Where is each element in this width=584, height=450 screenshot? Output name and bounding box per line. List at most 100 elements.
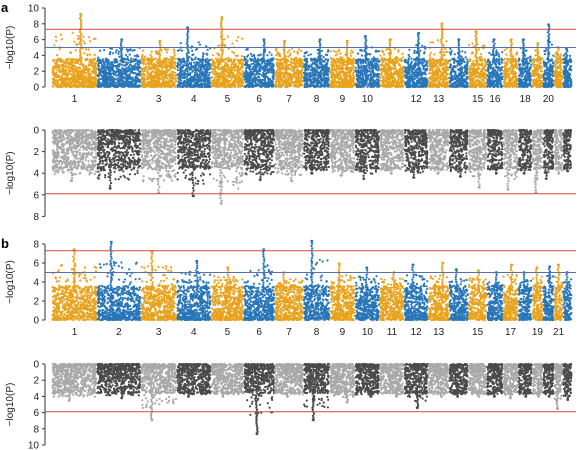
snp-point	[287, 65, 289, 67]
snp-point	[94, 54, 96, 56]
snp-point	[58, 79, 60, 81]
snp-point	[247, 71, 249, 73]
snp-point	[132, 50, 134, 52]
snp-point	[246, 64, 248, 66]
snp-point	[172, 71, 174, 73]
snp-point	[177, 66, 179, 68]
snp-point	[293, 70, 295, 72]
chromosome-5-points	[211, 16, 245, 88]
snp-point	[61, 74, 63, 76]
snp-point	[57, 65, 59, 67]
snp-point	[314, 63, 316, 65]
chromosome-6-points	[243, 38, 275, 88]
snp-point	[121, 79, 123, 81]
snp-point	[177, 69, 179, 71]
snp-point	[187, 49, 189, 51]
snp-point	[115, 51, 117, 53]
snp-point	[92, 76, 94, 78]
snp-point	[283, 48, 285, 50]
snp-point	[339, 62, 341, 64]
snp-point	[321, 80, 323, 82]
snp-point	[199, 70, 201, 72]
snp-point	[115, 75, 117, 77]
snp-point	[220, 55, 222, 57]
snp-point	[121, 59, 123, 61]
snp-point	[352, 75, 354, 77]
peak-snp-point	[283, 40, 286, 43]
snp-point	[143, 62, 145, 64]
snp-point	[159, 73, 161, 75]
chromosome-10-points	[355, 35, 381, 88]
snp-point	[207, 77, 209, 79]
snp-point	[74, 86, 76, 88]
chromosome-4-points	[176, 26, 211, 88]
snp-point	[193, 62, 195, 64]
snp-point	[79, 53, 81, 55]
snp-point	[117, 68, 119, 70]
snp-point	[313, 67, 315, 69]
snp-point	[231, 62, 233, 64]
snp-point	[129, 54, 131, 56]
snp-point	[125, 61, 127, 63]
snp-point	[288, 72, 290, 74]
snp-point	[311, 75, 313, 77]
snp-point	[79, 17, 81, 19]
snp-point	[259, 66, 261, 68]
snp-point	[60, 61, 62, 63]
snp-point	[307, 79, 309, 81]
snp-point	[149, 83, 151, 85]
snp-point	[87, 77, 89, 79]
snp-point	[265, 81, 267, 83]
snp-point	[149, 74, 151, 76]
snp-point	[269, 81, 271, 83]
snp-point	[304, 73, 306, 75]
snp-point	[296, 60, 298, 62]
snp-point	[200, 66, 202, 68]
snp-point	[144, 82, 146, 84]
snp-point	[154, 68, 156, 70]
snp-point	[345, 65, 347, 67]
snp-point	[222, 82, 224, 84]
snp-point	[82, 66, 84, 68]
snp-point	[233, 65, 235, 67]
snp-point	[171, 64, 173, 66]
snp-point	[89, 68, 91, 70]
snp-point	[240, 85, 242, 87]
snp-point	[106, 65, 108, 67]
snp-point	[172, 48, 174, 50]
snp-point	[73, 41, 75, 43]
snp-point	[178, 80, 180, 82]
snp-point	[251, 55, 253, 57]
snp-point	[236, 82, 238, 84]
snp-point	[325, 68, 327, 70]
snp-point	[91, 71, 93, 73]
snp-point	[226, 86, 228, 88]
snp-point	[191, 66, 193, 68]
snp-point	[327, 51, 329, 53]
snp-point	[326, 84, 328, 86]
snp-point	[159, 59, 161, 61]
snp-point	[283, 50, 285, 52]
snp-point	[270, 65, 272, 67]
snp-point	[221, 59, 223, 61]
snp-point	[306, 75, 308, 77]
snp-point	[186, 53, 188, 55]
snp-point	[324, 71, 326, 73]
snp-point	[144, 74, 146, 76]
snp-point	[263, 44, 265, 46]
snp-point	[243, 56, 245, 58]
snp-point	[305, 78, 307, 80]
snp-point	[71, 78, 73, 80]
snp-point	[169, 73, 171, 75]
snp-point	[285, 65, 287, 67]
snp-point	[192, 53, 194, 55]
snp-point	[369, 79, 371, 81]
snp-point	[160, 78, 162, 80]
snp-point	[124, 85, 126, 87]
snp-point	[346, 50, 348, 52]
snp-point	[162, 79, 164, 81]
snp-point	[227, 64, 229, 66]
y-tick-label: 2	[33, 67, 39, 78]
snp-point	[215, 84, 217, 86]
snp-point	[317, 67, 319, 69]
